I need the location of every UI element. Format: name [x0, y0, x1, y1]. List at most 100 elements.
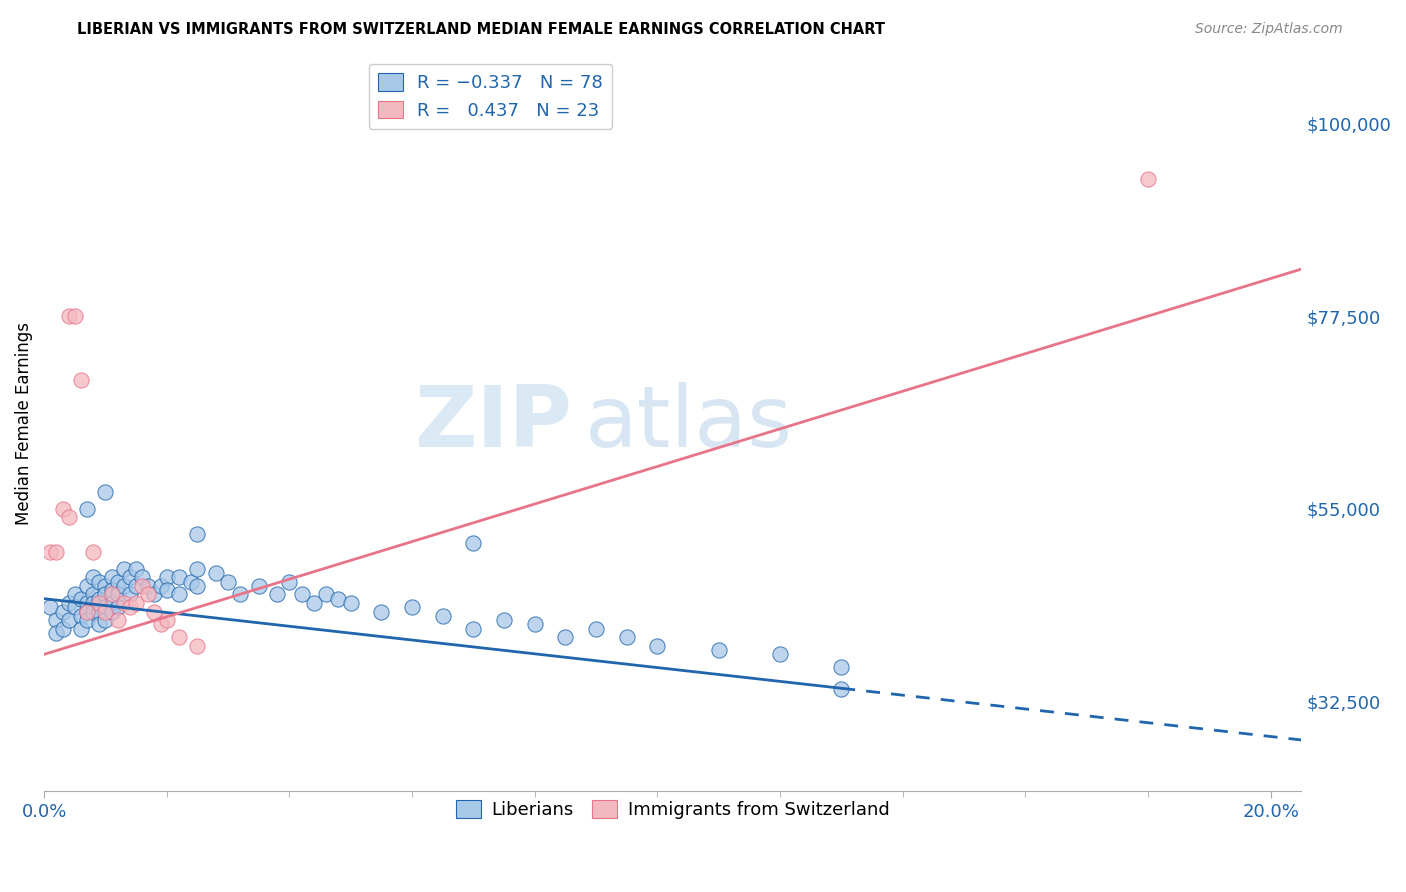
Point [89, 574, 111, 589]
Point [315, 587, 337, 601]
Point [58, 510, 80, 524]
Point [204, 566, 226, 580]
Point [82, 605, 104, 619]
Text: ZIP: ZIP [415, 382, 572, 465]
Point [118, 600, 141, 615]
Point [82, 596, 104, 610]
Point [463, 622, 485, 636]
Point [118, 570, 141, 584]
Point [463, 536, 485, 550]
Point [51, 622, 73, 636]
Point [51, 501, 73, 516]
Point [302, 596, 325, 610]
Point [143, 587, 166, 601]
Point [58, 613, 80, 627]
Y-axis label: Median Female Earnings: Median Female Earnings [15, 322, 32, 524]
Point [830, 681, 852, 696]
Point [186, 639, 208, 653]
Point [830, 660, 852, 674]
Point [131, 570, 153, 584]
Point [82, 587, 104, 601]
Point [149, 579, 172, 593]
Point [89, 596, 111, 610]
Point [616, 630, 638, 644]
Point [167, 570, 190, 584]
Point [125, 562, 148, 576]
Point [112, 596, 135, 610]
Point [167, 587, 190, 601]
Text: LIBERIAN VS IMMIGRANTS FROM SWITZERLAND MEDIAN FEMALE EARNINGS CORRELATION CHART: LIBERIAN VS IMMIGRANTS FROM SWITZERLAND … [77, 22, 886, 37]
Point [180, 574, 202, 589]
Point [82, 570, 104, 584]
Point [100, 587, 122, 601]
Point [186, 579, 208, 593]
Point [107, 600, 129, 615]
Point [585, 622, 607, 636]
Point [94, 579, 117, 593]
Point [647, 639, 669, 653]
Point [156, 613, 179, 627]
Point [89, 591, 111, 606]
Point [39, 544, 62, 558]
Point [125, 596, 148, 610]
Text: Source: ZipAtlas.com: Source: ZipAtlas.com [1195, 22, 1343, 37]
Point [100, 605, 122, 619]
Point [138, 579, 160, 593]
Point [523, 617, 546, 632]
Point [94, 605, 117, 619]
Point [100, 570, 122, 584]
Point [82, 544, 104, 558]
Point [107, 587, 129, 601]
Point [76, 579, 98, 593]
Point [167, 630, 190, 644]
Point [339, 596, 361, 610]
Point [156, 570, 179, 584]
Point [707, 643, 730, 657]
Point [70, 608, 93, 623]
Point [94, 613, 117, 627]
Point [70, 373, 93, 387]
Point [432, 608, 454, 623]
Point [100, 583, 122, 598]
Point [131, 579, 153, 593]
Point [247, 579, 270, 593]
Point [229, 587, 252, 601]
Point [94, 587, 117, 601]
Point [94, 600, 117, 615]
Point [70, 622, 93, 636]
Point [94, 484, 117, 499]
Point [76, 596, 98, 610]
Point [107, 574, 129, 589]
Point [107, 613, 129, 627]
Point [328, 591, 350, 606]
Point [45, 613, 67, 627]
Point [370, 605, 392, 619]
Point [291, 587, 314, 601]
Point [149, 617, 172, 632]
Point [112, 562, 135, 576]
Point [186, 562, 208, 576]
Point [266, 587, 288, 601]
Point [89, 605, 111, 619]
Point [112, 579, 135, 593]
Point [89, 617, 111, 632]
Point [45, 626, 67, 640]
Point [138, 587, 160, 601]
Point [143, 605, 166, 619]
Point [45, 544, 67, 558]
Point [554, 630, 576, 644]
Point [278, 574, 301, 589]
Point [63, 587, 86, 601]
Point [492, 613, 515, 627]
Point [401, 600, 423, 615]
Point [63, 310, 86, 324]
Point [63, 600, 86, 615]
Legend: Liberians, Immigrants from Switzerland: Liberians, Immigrants from Switzerland [449, 793, 897, 827]
Point [76, 605, 98, 619]
Text: atlas: atlas [585, 382, 793, 465]
Point [100, 596, 122, 610]
Point [51, 605, 73, 619]
Point [1136, 172, 1159, 186]
Point [58, 596, 80, 610]
Point [39, 600, 62, 615]
